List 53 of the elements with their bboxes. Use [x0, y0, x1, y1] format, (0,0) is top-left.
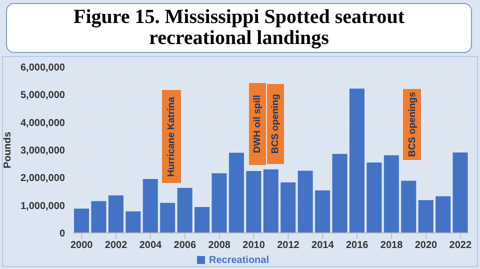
bar: [142, 179, 158, 233]
x-tick-label: 2006: [174, 240, 196, 252]
bar: [452, 152, 468, 233]
bar: [436, 196, 451, 233]
annotation: BCS openings: [406, 92, 418, 157]
callout-box: BCS openings: [403, 89, 421, 160]
y-tick-label: 1,000,000: [20, 200, 66, 212]
bar: [298, 170, 313, 233]
y-tick-label: 4,000,000: [20, 118, 66, 129]
x-tick-label: 2012: [277, 240, 300, 252]
bar: [263, 169, 278, 233]
x-tick-label: 2022: [449, 240, 472, 252]
x-tick-label: 2014: [312, 240, 334, 252]
y-tick-label: 2,000,000: [20, 173, 66, 184]
bar: [126, 211, 141, 233]
callout-box: DWH oil spill: [249, 83, 266, 165]
legend-label: Recreational: [208, 255, 270, 266]
annotation: Hurricane Katrina: [166, 96, 177, 176]
x-tick-label: 2020: [414, 240, 438, 252]
chart-title: Figure 15. Mississippi Spotted seatrout recreational landings: [6, 3, 472, 53]
bar: [212, 173, 227, 233]
bar: [280, 182, 296, 233]
bar: [401, 180, 416, 233]
bar: [228, 152, 244, 233]
x-tick-label: 2002: [104, 240, 128, 252]
bar: [332, 154, 348, 233]
y-tick-label: 6,000,000: [20, 62, 66, 74]
bar: [91, 201, 106, 233]
bar: [366, 162, 382, 233]
y-tick-label: 5,000,000: [20, 90, 66, 102]
x-tick-label: 2004: [139, 240, 162, 252]
bar: [160, 202, 176, 233]
bar: [194, 206, 210, 233]
bar: [384, 155, 399, 233]
bar: [108, 195, 124, 233]
x-tick-label: 2008: [208, 240, 231, 252]
bar: [246, 171, 262, 233]
bar: [177, 188, 192, 233]
annotation: DWH oil spill: [252, 94, 263, 154]
annotation: BCS opening: [270, 94, 281, 154]
bar: [349, 88, 364, 233]
x-tick-label: 2016: [346, 240, 369, 252]
x-tick-label: 2000: [70, 240, 94, 252]
bar: [74, 208, 89, 233]
callout-box: BCS opening: [267, 84, 284, 164]
y-axis-title: Pounds: [2, 131, 14, 168]
bar: [418, 200, 434, 233]
x-tick-label: 2010: [242, 240, 266, 252]
bar: [315, 190, 330, 233]
x-tick-label: 2018: [380, 240, 404, 252]
y-tick-label: 0: [59, 228, 66, 240]
y-tick-label: 3,000,000: [20, 146, 66, 157]
callout-box: Hurricane Katrina: [162, 90, 181, 183]
